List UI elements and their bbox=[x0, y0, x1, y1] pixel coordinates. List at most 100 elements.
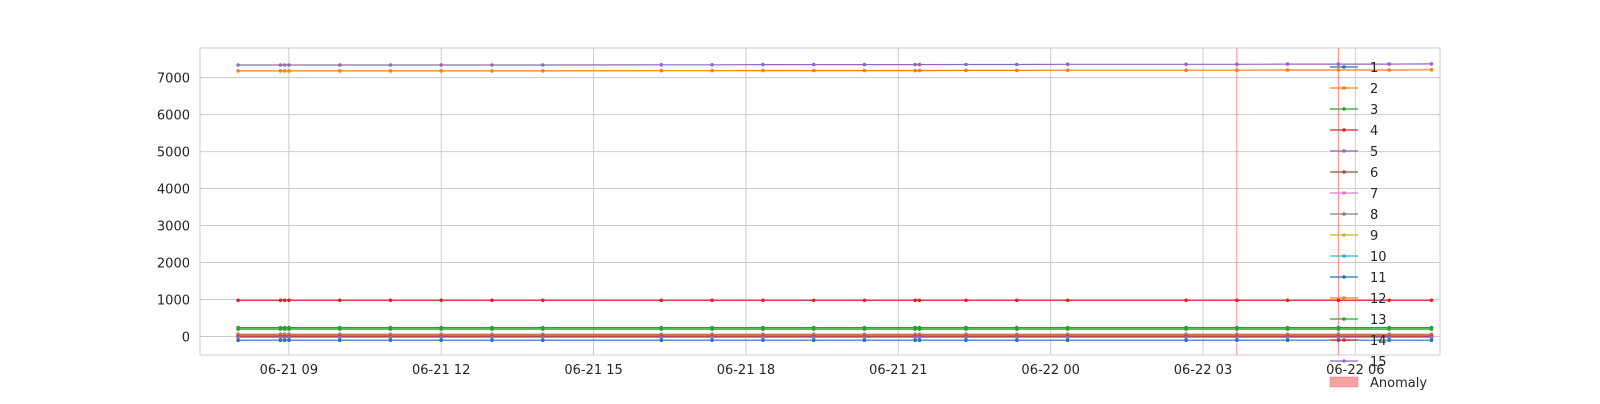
y-tick-label: 4000 bbox=[157, 183, 190, 198]
data-point bbox=[811, 298, 816, 303]
data-point bbox=[1285, 338, 1290, 343]
legend-swatch-marker bbox=[1342, 296, 1346, 300]
data-point bbox=[1387, 338, 1391, 343]
data-point bbox=[1015, 298, 1019, 303]
legend-item-4: 4 bbox=[1330, 124, 1378, 139]
legend-item-13: 13 bbox=[1330, 313, 1387, 328]
legend-swatch-marker bbox=[1342, 233, 1346, 237]
data-point bbox=[917, 327, 922, 331]
data-point bbox=[1065, 338, 1070, 343]
data-point bbox=[541, 335, 545, 340]
data-point bbox=[811, 62, 816, 67]
legend-item-7: 7 bbox=[1330, 187, 1378, 202]
legend-item-12: 12 bbox=[1330, 292, 1387, 307]
data-point bbox=[1336, 335, 1341, 340]
data-point bbox=[761, 68, 765, 73]
data-point bbox=[337, 69, 342, 73]
legend-item-11: 11 bbox=[1330, 271, 1387, 286]
data-point bbox=[761, 62, 765, 67]
data-point bbox=[917, 298, 922, 303]
data-point bbox=[278, 338, 283, 343]
data-point bbox=[278, 298, 283, 303]
y-tick-label: 6000 bbox=[157, 109, 190, 124]
data-point bbox=[282, 327, 287, 331]
data-point bbox=[490, 338, 494, 343]
data-point bbox=[1015, 338, 1019, 343]
data-point bbox=[278, 69, 283, 73]
data-point bbox=[964, 335, 968, 340]
data-point bbox=[282, 69, 287, 73]
legend-label: 9 bbox=[1370, 229, 1378, 244]
data-point bbox=[811, 335, 816, 340]
data-point bbox=[659, 335, 664, 340]
legend-item-1: 1 bbox=[1330, 61, 1378, 76]
data-point bbox=[1387, 62, 1391, 66]
data-point bbox=[862, 338, 867, 343]
data-point bbox=[1429, 335, 1434, 340]
data-point bbox=[236, 298, 240, 303]
data-point bbox=[710, 327, 714, 331]
legend-swatch-marker bbox=[1342, 212, 1346, 216]
data-point bbox=[282, 338, 287, 343]
data-point bbox=[659, 298, 664, 303]
x-tick-label: 06-21 12 bbox=[412, 363, 470, 378]
plot-background bbox=[199, 47, 1441, 356]
legend-label: 6 bbox=[1370, 166, 1378, 181]
data-point bbox=[1235, 335, 1239, 340]
x-tick-label: 06-21 21 bbox=[869, 363, 927, 378]
data-point bbox=[913, 62, 917, 67]
data-point bbox=[439, 69, 444, 73]
data-point bbox=[541, 338, 545, 343]
x-tick-label: 06-21 15 bbox=[564, 363, 622, 378]
data-point bbox=[862, 62, 867, 67]
legend-label: 11 bbox=[1370, 271, 1387, 286]
legend-swatch-marker bbox=[1342, 254, 1346, 258]
legend-swatch-marker bbox=[1342, 359, 1346, 363]
data-point bbox=[659, 68, 664, 73]
grid-lines bbox=[200, 48, 1440, 355]
data-point bbox=[287, 335, 291, 340]
data-point bbox=[337, 298, 342, 303]
data-point bbox=[913, 327, 917, 331]
legend-item-5: 5 bbox=[1330, 145, 1378, 160]
data-point bbox=[439, 327, 444, 331]
data-point bbox=[236, 335, 240, 340]
legend-swatch-marker bbox=[1342, 65, 1346, 69]
data-point bbox=[1184, 298, 1188, 303]
data-point bbox=[1387, 68, 1391, 72]
data-point bbox=[541, 69, 545, 73]
legend-swatch-marker bbox=[1342, 86, 1346, 90]
data-point bbox=[236, 327, 240, 331]
data-point bbox=[1429, 62, 1434, 66]
data-point bbox=[710, 335, 714, 340]
series-2 bbox=[236, 68, 1434, 73]
data-point bbox=[1184, 327, 1188, 331]
data-point bbox=[388, 69, 393, 73]
data-point bbox=[388, 63, 393, 67]
data-point bbox=[541, 298, 545, 303]
legend-label: 4 bbox=[1370, 124, 1378, 139]
data-point bbox=[1285, 335, 1290, 340]
data-point bbox=[388, 338, 393, 343]
legend-label: 8 bbox=[1370, 208, 1378, 223]
data-point bbox=[337, 335, 342, 340]
data-point bbox=[1235, 338, 1239, 343]
legend-label: 15 bbox=[1370, 355, 1387, 370]
data-point bbox=[761, 338, 765, 343]
data-point bbox=[287, 63, 291, 67]
data-point bbox=[1285, 62, 1290, 66]
legend-label: 5 bbox=[1370, 145, 1378, 160]
data-point bbox=[1387, 298, 1391, 303]
legend-swatch-marker bbox=[1342, 149, 1346, 153]
data-point bbox=[1065, 327, 1070, 331]
y-axis-ticks: 0 1000 2000 3000 4000 5000 6000 7000 bbox=[157, 72, 190, 346]
data-point bbox=[913, 335, 917, 340]
legend-swatch-marker bbox=[1342, 338, 1346, 342]
data-point bbox=[913, 68, 917, 73]
legend-item-15: 15 bbox=[1330, 355, 1387, 370]
data-point bbox=[710, 68, 714, 73]
data-point bbox=[1184, 68, 1188, 72]
data-point bbox=[964, 298, 968, 303]
data-point bbox=[1387, 335, 1391, 340]
data-point bbox=[490, 327, 494, 331]
